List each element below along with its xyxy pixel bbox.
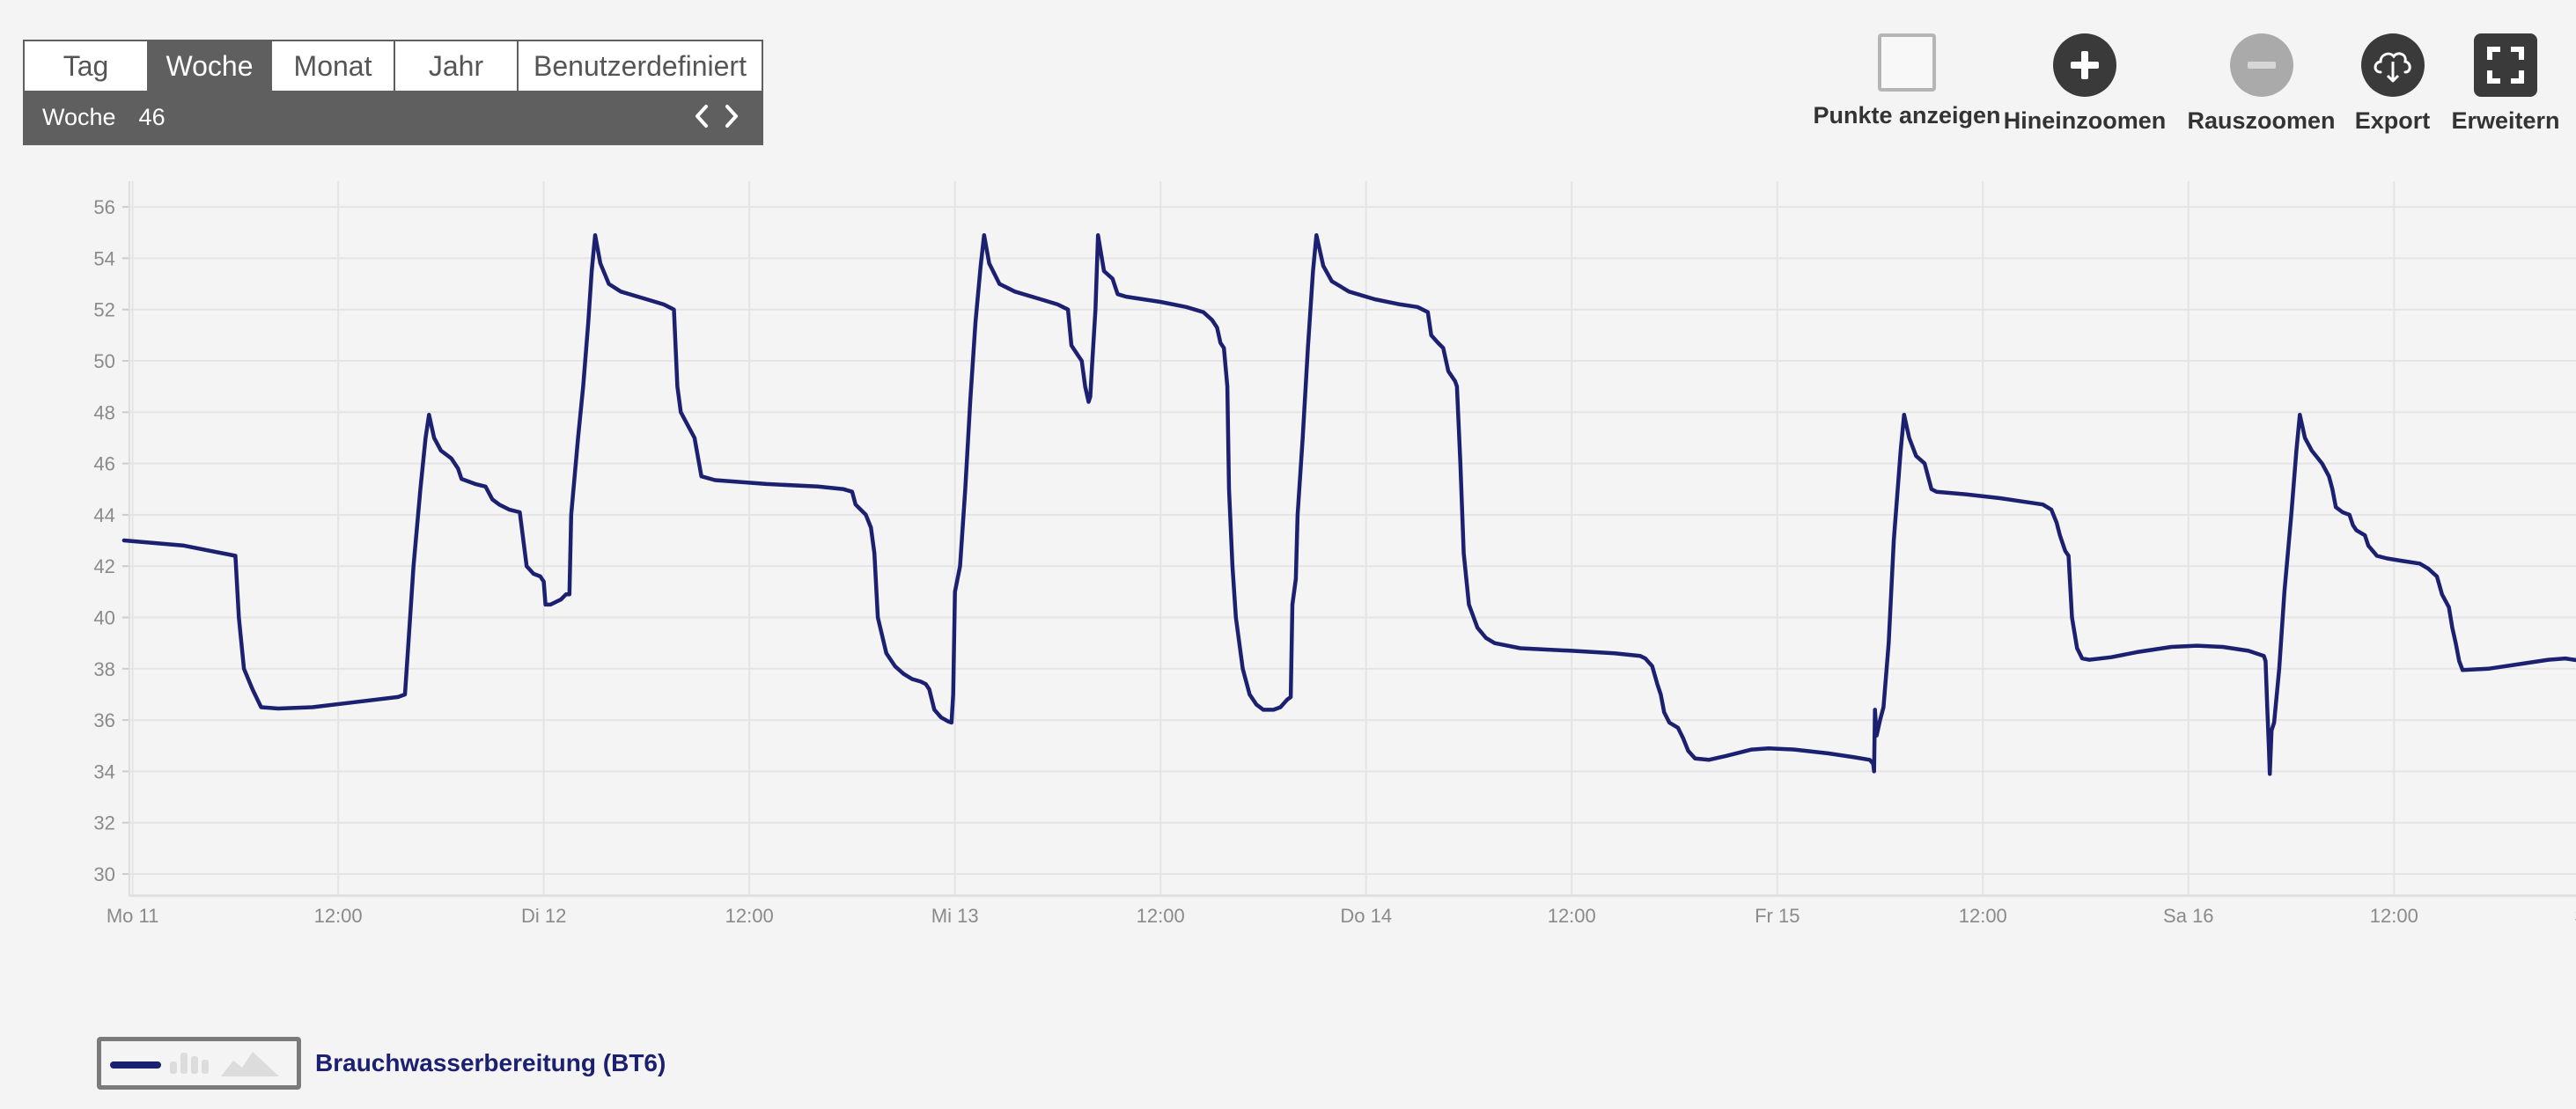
x-tick-label: Mi 13 [931, 905, 979, 927]
x-tick-label: Sa 16 [2163, 905, 2214, 927]
export-button[interactable]: Export [2342, 33, 2443, 135]
temperature-line-chart: 30 32 34 36 38 40 42 44 46 48 50 52 54 56 Mo 11 12:00 D… [93, 180, 2576, 927]
y-tick-label: 40 [93, 607, 114, 629]
chevron-right-icon[interactable] [723, 103, 740, 129]
x-axis-ticks: Mo 11 12:00 Di 12 12:00 Mi 13 12:00 Do 14 12:00… [107, 905, 2576, 927]
y-tick-label: 50 [93, 350, 114, 372]
series-line-bt6 [121, 232, 2576, 776]
x-tick-label: 12:00 [314, 905, 363, 927]
y-axis-ticks: 30 32 34 36 38 40 42 44 46 48 50 52 54 56 [93, 196, 114, 885]
y-tick-label: 38 [93, 658, 114, 680]
y-tick-label: 44 [93, 504, 114, 526]
legend-series-label: Brauchwasserbereitung (BT6) [315, 1049, 666, 1076]
tab-year[interactable]: Jahr [395, 41, 519, 91]
y-tick-label: 32 [93, 812, 114, 834]
y-tick-label: 34 [93, 760, 114, 782]
expand-label: Erweitern [2451, 107, 2560, 134]
show-points-label: Punkte anzeigen [1813, 102, 2001, 129]
x-tick-label: So 17 [2574, 905, 2576, 927]
tab-week[interactable]: Woche [149, 41, 272, 91]
y-tick-label: 54 [93, 247, 114, 269]
y-tick-label: 52 [93, 299, 114, 321]
fullscreen-icon [2474, 33, 2537, 97]
legend-series-toggle[interactable] [97, 1037, 301, 1090]
x-tick-label: 12:00 [2370, 905, 2418, 927]
x-tick-label: Di 12 [521, 905, 566, 927]
y-tick-label: 42 [93, 555, 114, 577]
period-tabs: Tag Woche Monat Jahr Benutzerdefiniert [25, 41, 762, 91]
expand-button[interactable]: Erweitern [2447, 33, 2564, 135]
chart-grid [121, 180, 2576, 898]
x-tick-label: Do 14 [1340, 905, 1392, 927]
tab-day[interactable]: Tag [25, 41, 149, 91]
period-arrows [693, 103, 740, 129]
y-tick-label: 30 [93, 863, 114, 885]
x-tick-label: 12:00 [1137, 905, 1185, 927]
period-label: Woche [42, 103, 116, 130]
y-tick-label: 56 [93, 196, 114, 218]
zoom-in-label: Hineinzoomen [2003, 107, 2167, 134]
period-navigation: Woche 46 [25, 91, 762, 143]
x-tick-label: 12:00 [1959, 905, 2007, 927]
show-points-toggle[interactable]: Punkte anzeigen [1797, 33, 2017, 129]
checkbox-icon[interactable] [1878, 33, 1936, 92]
minus-icon [2229, 33, 2293, 97]
series-style-icon [110, 1052, 279, 1076]
x-tick-label: 12:00 [1548, 905, 1596, 927]
tab-custom[interactable]: Benutzerdefiniert [519, 41, 762, 91]
chart-series [121, 232, 2576, 776]
tab-month[interactable]: Monat [272, 41, 395, 91]
zoom-out-label: Rauszoomen [2187, 107, 2336, 134]
period-number: 46 [138, 103, 166, 130]
x-tick-label: Fr 15 [1755, 905, 1800, 927]
y-tick-label: 36 [93, 709, 114, 731]
y-tick-label: 46 [93, 453, 114, 475]
chart-legend: Brauchwasserbereitung (BT6) [97, 1037, 666, 1090]
chevron-left-icon[interactable] [693, 103, 710, 129]
cloud-download-icon [2360, 33, 2425, 97]
zoom-out-button[interactable]: Rauszoomen [2180, 33, 2343, 135]
y-tick-label: 48 [93, 401, 114, 423]
period-selector: Tag Woche Monat Jahr Benutzerdefiniert W… [23, 40, 763, 145]
x-tick-label: 12:00 [725, 905, 774, 927]
zoom-in-button[interactable]: Hineinzoomen [1992, 33, 2177, 135]
plus-icon [2053, 33, 2116, 97]
export-label: Export [2354, 107, 2431, 134]
x-tick-label: Mo 11 [107, 905, 159, 927]
